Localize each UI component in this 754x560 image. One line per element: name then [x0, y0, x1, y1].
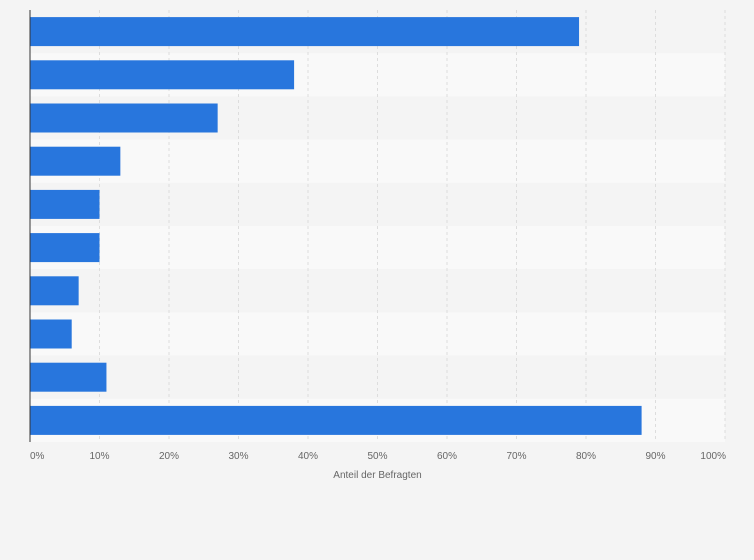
x-axis-title: Anteil der Befragten: [333, 470, 421, 481]
bar[interactable]: [30, 60, 295, 90]
bar[interactable]: [30, 189, 100, 219]
x-tick-label: 50%: [367, 451, 387, 462]
x-tick-label: 60%: [437, 451, 457, 462]
bars: [30, 17, 642, 435]
x-tick-label: 80%: [576, 451, 596, 462]
x-tick-label: 20%: [159, 451, 179, 462]
bar[interactable]: [30, 233, 100, 263]
x-tick-label: 70%: [506, 451, 526, 462]
bar[interactable]: [30, 146, 121, 176]
bar[interactable]: [30, 103, 218, 133]
x-tick-label: 40%: [298, 451, 318, 462]
bar[interactable]: [30, 362, 107, 392]
bar[interactable]: [30, 405, 642, 435]
x-tick-label: 10%: [89, 451, 109, 462]
x-axis-ticks: 0% 10% 20% 30% 40% 50% 60% 70% 80% 90% 100%: [30, 451, 726, 462]
x-tick-label: 90%: [645, 451, 665, 462]
bar[interactable]: [30, 17, 580, 47]
bar[interactable]: [30, 319, 72, 349]
x-tick-label: 100%: [700, 451, 726, 462]
x-tick-label: 0%: [30, 451, 45, 462]
bar[interactable]: [30, 276, 79, 306]
x-tick-label: 30%: [228, 451, 248, 462]
